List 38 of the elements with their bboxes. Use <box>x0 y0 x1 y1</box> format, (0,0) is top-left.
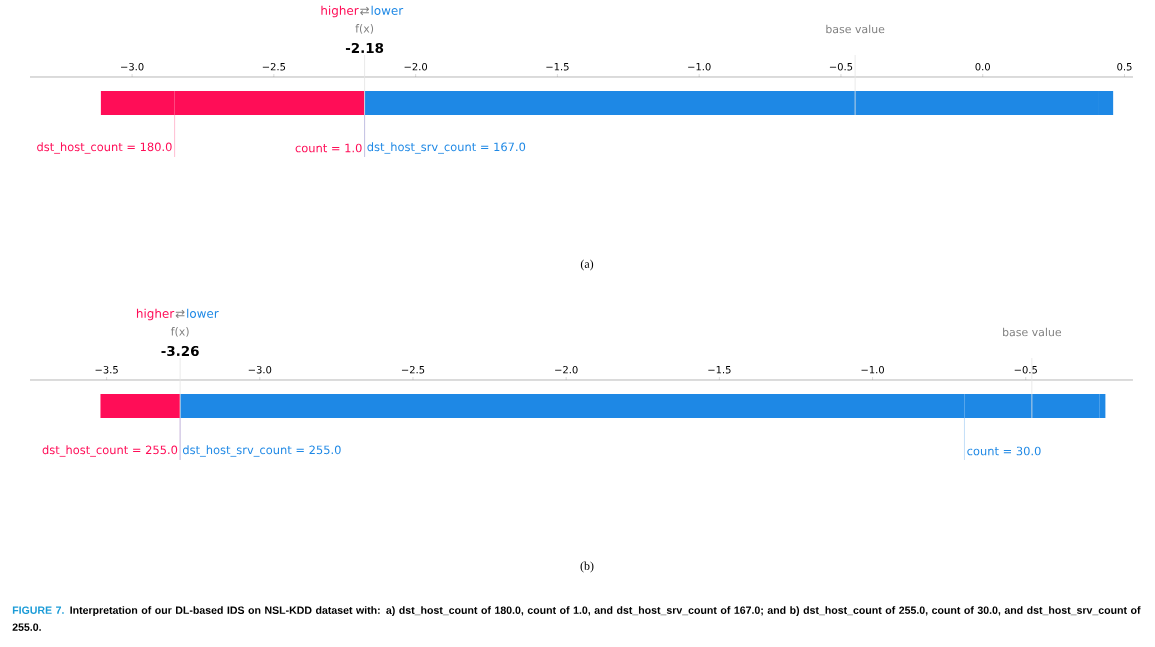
ref-line-label: f(x) <box>355 24 374 34</box>
text: -2.18 <box>345 42 384 54</box>
ref-line-label: base value <box>826 24 885 34</box>
text: ⇄ <box>360 6 370 16</box>
x-tick-label: −0.5 <box>1014 365 1037 374</box>
text: ⇄ <box>175 309 185 319</box>
x-tick-label: 0.5 <box>1117 62 1132 71</box>
x-tick-label: −2.0 <box>555 365 578 374</box>
x-tick-label: −1.0 <box>861 365 884 374</box>
x-tick-label: 0.0 <box>975 62 990 71</box>
x-tick-label: −1.5 <box>708 366 731 374</box>
text: (b) <box>580 561 594 573</box>
x-tick-label: −3.0 <box>248 365 272 374</box>
x-tick-label: −3.0 <box>121 62 144 71</box>
x-tick-label: −0.5 <box>829 62 853 71</box>
text: 255.0. <box>12 623 41 631</box>
x-tick-label: −1.5 <box>546 63 569 71</box>
x-tick-label: −2.5 <box>401 365 425 374</box>
caption: FIGURE 7. <box>12 606 64 614</box>
ref-line-label: base value <box>1003 327 1062 337</box>
text: count = 1.0 <box>295 143 362 153</box>
text: dst_host_srv_count = 255.0 <box>182 445 341 457</box>
x-tick-label: −1.0 <box>688 62 711 71</box>
text: (a) <box>580 259 594 271</box>
x-tick-label: −2.5 <box>262 62 286 71</box>
x-tick-label: −2.0 <box>404 62 428 71</box>
x-tick-label: −3.5 <box>95 365 118 374</box>
text: dst_host_count = 255.0 <box>42 445 178 457</box>
text: higher <box>321 5 359 18</box>
text: dst_host_count = 180.0 <box>37 142 172 154</box>
text: higher <box>136 308 175 321</box>
text: lower <box>371 5 404 15</box>
ref-line-label: f(x) <box>170 327 189 337</box>
text: lower <box>187 308 219 318</box>
text: count = 30.0 <box>967 446 1041 456</box>
text: dst_host_srv_count = 167.0 <box>367 142 526 154</box>
text: Interpretation of our DL-based IDS on NSL-KDD dataset with: a) dst_host_count of 180.0, count of 1.0, and dst_host_srv_count of 167.0; and b) dst_host_count of 255.0, count of 30.0, and dst_host_srv_count of <box>70 606 1141 617</box>
text: -3.26 <box>161 345 199 357</box>
